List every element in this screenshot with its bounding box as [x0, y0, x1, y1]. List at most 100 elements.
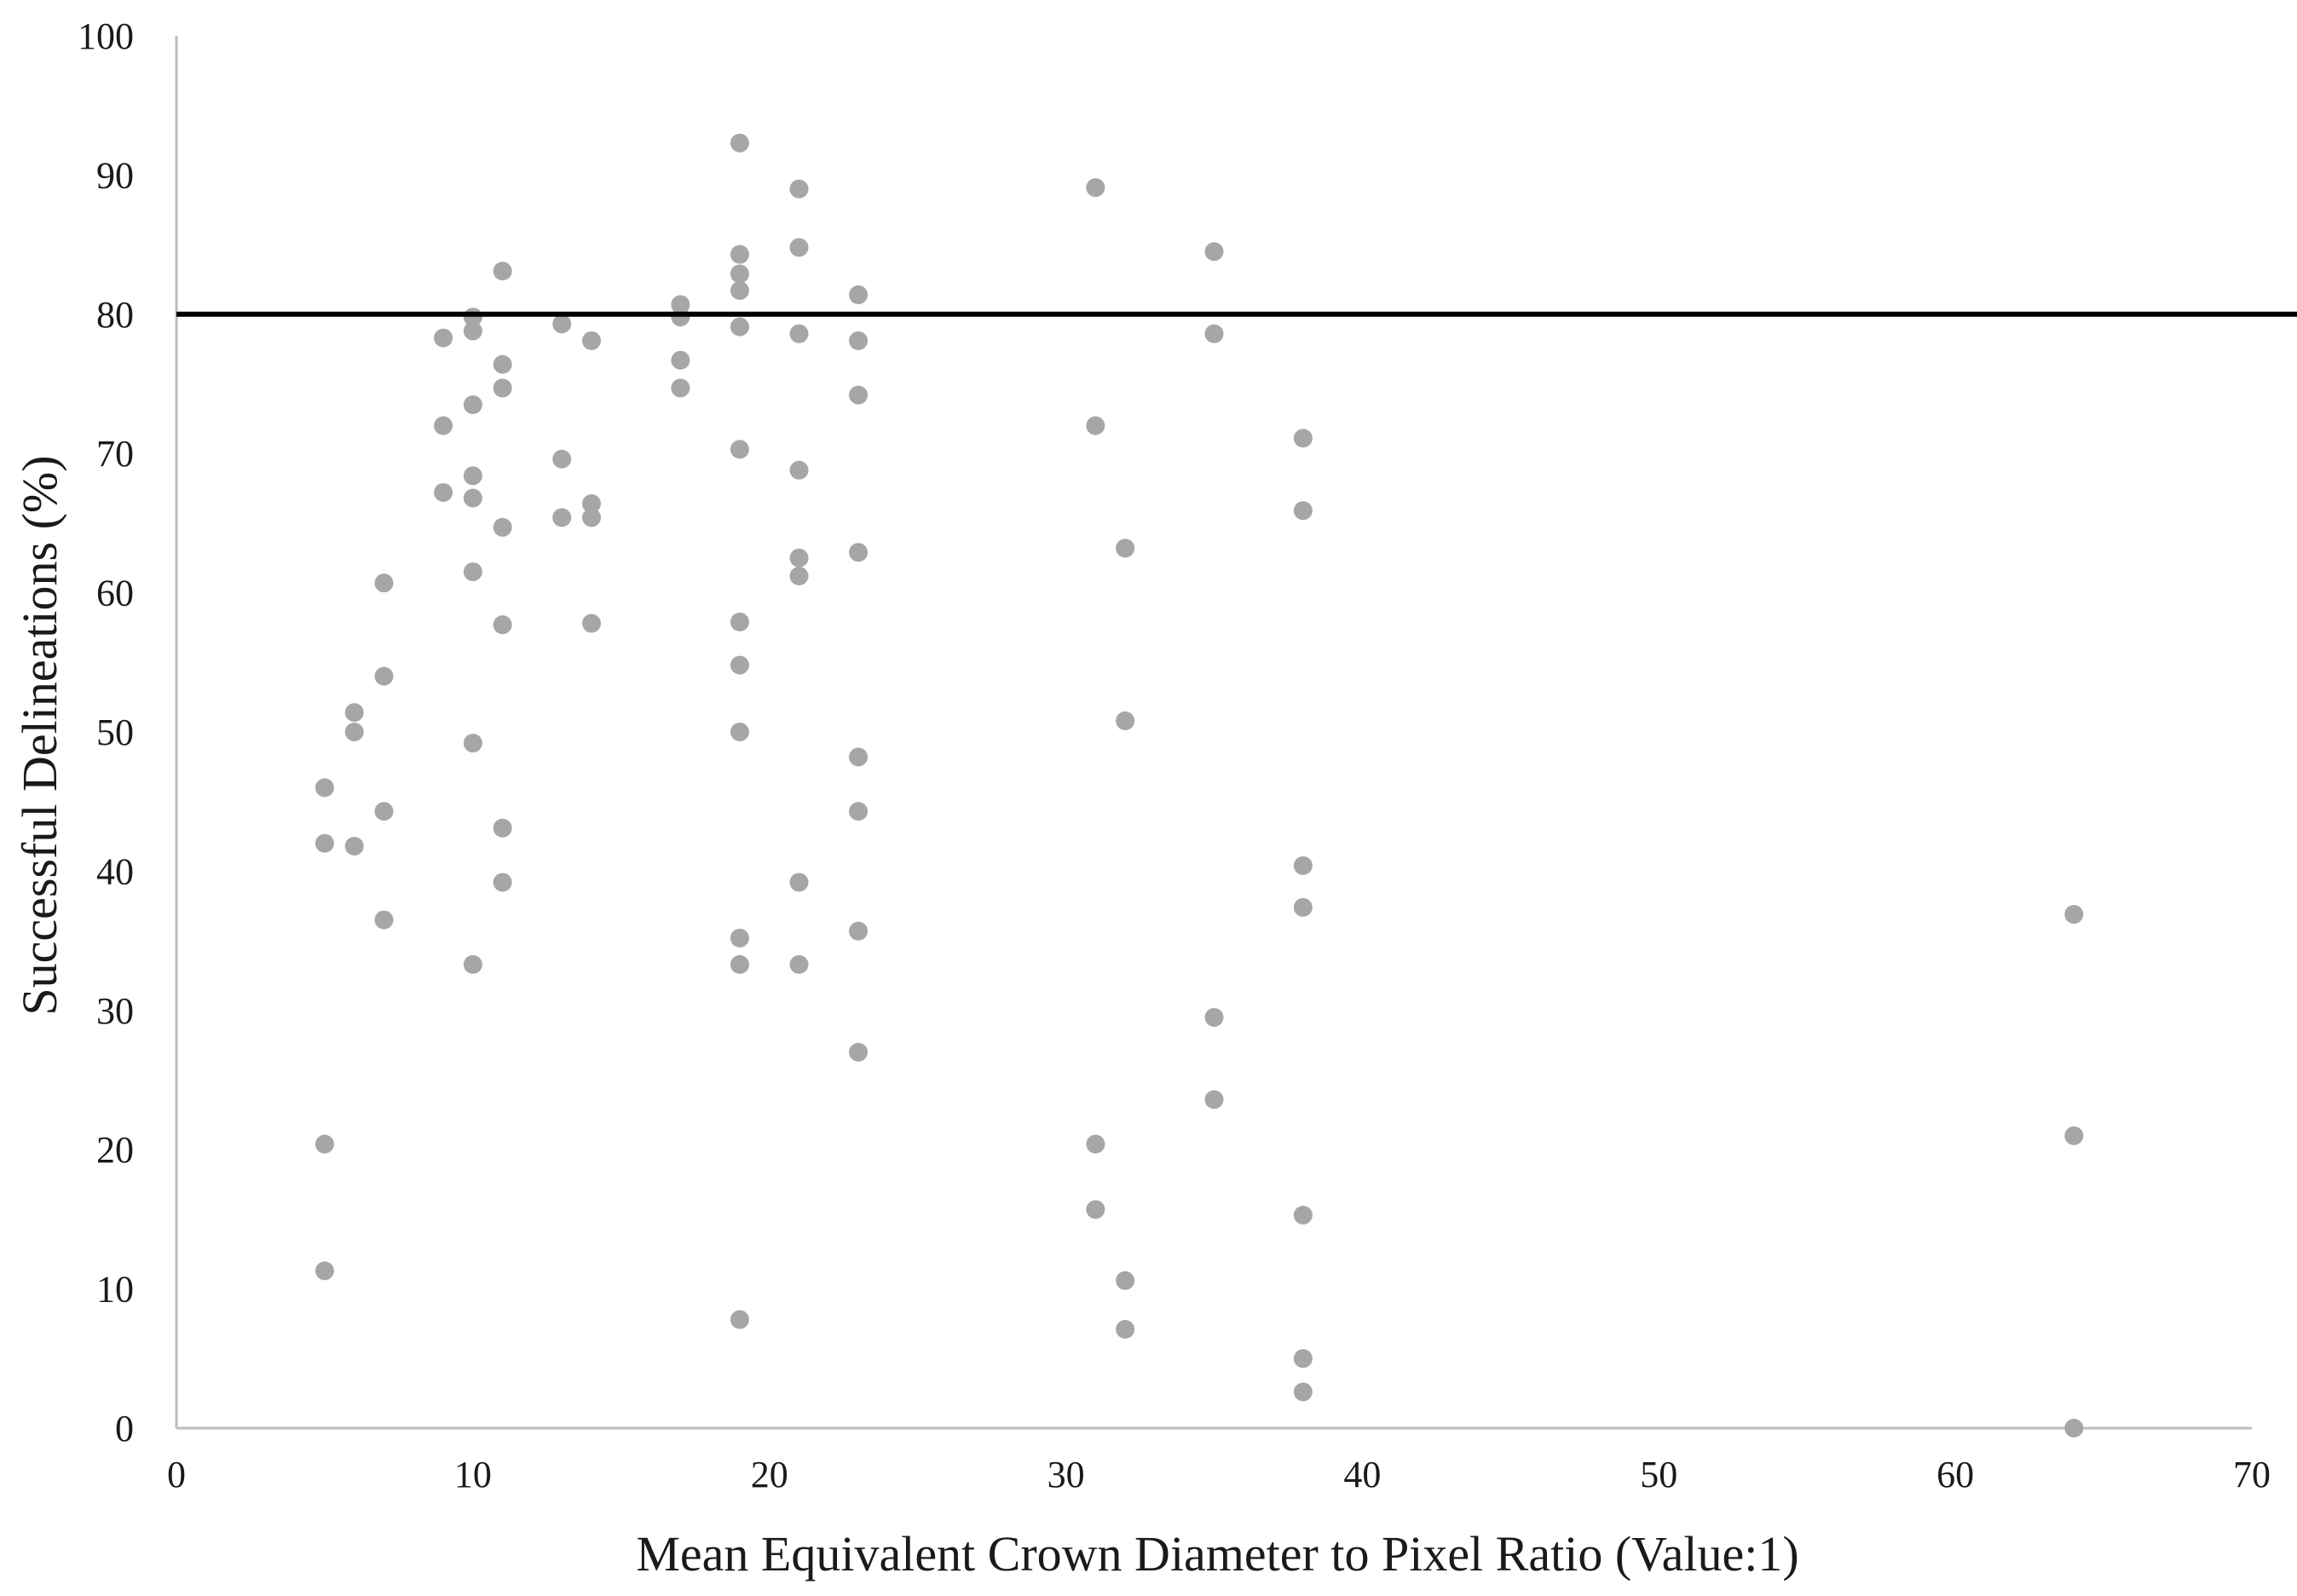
data-point	[315, 833, 334, 853]
data-point	[463, 954, 482, 974]
data-point	[789, 460, 809, 480]
data-point	[1293, 1349, 1313, 1368]
data-point	[1204, 242, 1224, 262]
data-point	[374, 573, 394, 593]
data-point	[730, 133, 749, 153]
data-point	[1293, 501, 1313, 521]
data-point	[671, 350, 690, 370]
y-tick-label: 60	[96, 573, 134, 614]
data-point	[434, 416, 453, 435]
data-point	[2064, 1126, 2084, 1145]
data-point	[730, 655, 749, 675]
data-point	[434, 328, 453, 348]
data-point	[730, 245, 749, 264]
data-point	[2064, 905, 2084, 925]
y-tick-label: 50	[96, 712, 134, 753]
data-point	[315, 1261, 334, 1281]
data-point	[374, 910, 394, 930]
data-point	[582, 331, 601, 350]
data-point	[434, 482, 453, 502]
data-point	[463, 734, 482, 753]
data-point	[730, 612, 749, 631]
data-point	[344, 836, 364, 856]
data-point	[849, 331, 869, 350]
data-point	[344, 723, 364, 741]
data-point	[493, 354, 512, 374]
data-point	[789, 238, 809, 257]
data-point	[789, 179, 809, 199]
data-point	[849, 385, 869, 405]
data-point	[2064, 1419, 2084, 1438]
data-point	[582, 614, 601, 633]
data-point	[552, 314, 572, 334]
data-point	[849, 1042, 869, 1062]
data-point	[730, 317, 749, 337]
data-point	[1293, 856, 1313, 875]
data-point	[493, 262, 512, 281]
data-point	[1293, 1205, 1313, 1224]
x-tick-label: 0	[167, 1454, 186, 1495]
x-tick-label: 50	[1640, 1454, 1677, 1495]
y-tick-label: 30	[96, 990, 134, 1032]
data-point	[493, 818, 512, 838]
y-tick-label: 20	[96, 1129, 134, 1171]
data-point	[493, 517, 512, 537]
data-point	[582, 508, 601, 527]
data-point	[789, 873, 809, 892]
data-point	[1116, 1319, 1135, 1339]
data-point	[582, 494, 601, 514]
data-point	[1293, 429, 1313, 448]
data-point	[1204, 324, 1224, 343]
data-point	[730, 928, 749, 948]
y-tick-label: 90	[96, 154, 134, 196]
data-point	[789, 324, 809, 343]
data-point	[463, 395, 482, 415]
data-point	[1086, 1200, 1105, 1219]
data-points	[315, 133, 2084, 1438]
data-point	[374, 666, 394, 686]
data-point	[315, 778, 334, 798]
data-point	[463, 321, 482, 341]
data-point	[463, 562, 482, 582]
data-point	[463, 466, 482, 486]
data-point	[849, 802, 869, 821]
data-point	[1086, 178, 1105, 198]
data-point	[849, 747, 869, 767]
x-tick-label: 40	[1343, 1454, 1381, 1495]
data-point	[1116, 539, 1135, 558]
y-tick-label: 10	[96, 1269, 134, 1311]
data-point	[1116, 1270, 1135, 1290]
y-tick-label: 100	[78, 15, 134, 57]
y-tick-label: 0	[115, 1408, 134, 1449]
data-point	[1116, 711, 1135, 730]
data-point	[849, 921, 869, 941]
data-point	[849, 285, 869, 304]
y-tick-label: 80	[96, 294, 134, 336]
data-point	[671, 308, 690, 327]
data-point	[315, 1134, 334, 1154]
data-point	[1204, 1007, 1224, 1027]
data-point	[552, 449, 572, 469]
data-point	[374, 802, 394, 821]
data-point	[789, 548, 809, 568]
y-tick-label: 70	[96, 433, 134, 475]
data-point	[1293, 897, 1313, 917]
x-tick-label: 20	[751, 1454, 788, 1495]
x-tick-label: 70	[2233, 1454, 2271, 1495]
data-point	[671, 378, 690, 398]
data-point	[730, 264, 749, 284]
data-point	[849, 543, 869, 562]
data-point	[1204, 1090, 1224, 1109]
data-point	[493, 378, 512, 398]
x-tick-label: 60	[1936, 1454, 1974, 1495]
y-axis-title: Successful Delineations (%)	[12, 455, 67, 1015]
data-point	[730, 281, 749, 301]
x-tick-labels: 0 10 20 30 40 50 60 70	[167, 1454, 2271, 1495]
y-tick-label: 40	[96, 850, 134, 892]
data-point	[463, 488, 482, 508]
data-point	[493, 615, 512, 635]
data-point	[730, 723, 749, 741]
data-point	[552, 508, 572, 527]
data-point	[344, 703, 364, 723]
